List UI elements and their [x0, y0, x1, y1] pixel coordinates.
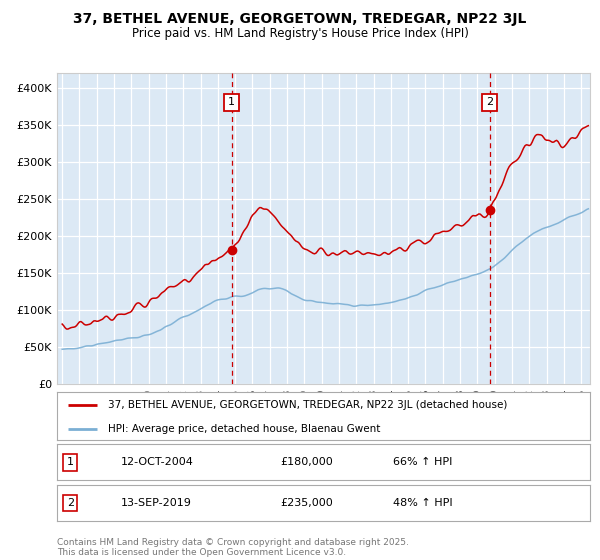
Text: Price paid vs. HM Land Registry's House Price Index (HPI): Price paid vs. HM Land Registry's House … [131, 27, 469, 40]
Text: 2: 2 [67, 498, 74, 508]
Text: Contains HM Land Registry data © Crown copyright and database right 2025.
This d: Contains HM Land Registry data © Crown c… [57, 538, 409, 557]
Text: 2: 2 [486, 97, 493, 108]
Text: 12-OCT-2004: 12-OCT-2004 [121, 458, 194, 467]
Text: HPI: Average price, detached house, Blaenau Gwent: HPI: Average price, detached house, Blae… [107, 424, 380, 434]
Text: 1: 1 [67, 458, 74, 467]
Text: 37, BETHEL AVENUE, GEORGETOWN, TREDEGAR, NP22 3JL: 37, BETHEL AVENUE, GEORGETOWN, TREDEGAR,… [73, 12, 527, 26]
Text: 13-SEP-2019: 13-SEP-2019 [121, 498, 192, 508]
Text: 37, BETHEL AVENUE, GEORGETOWN, TREDEGAR, NP22 3JL (detached house): 37, BETHEL AVENUE, GEORGETOWN, TREDEGAR,… [107, 400, 507, 410]
Text: £180,000: £180,000 [281, 458, 334, 467]
Text: 1: 1 [228, 97, 235, 108]
Text: £235,000: £235,000 [281, 498, 334, 508]
Text: 66% ↑ HPI: 66% ↑ HPI [392, 458, 452, 467]
Text: 48% ↑ HPI: 48% ↑ HPI [392, 498, 452, 508]
